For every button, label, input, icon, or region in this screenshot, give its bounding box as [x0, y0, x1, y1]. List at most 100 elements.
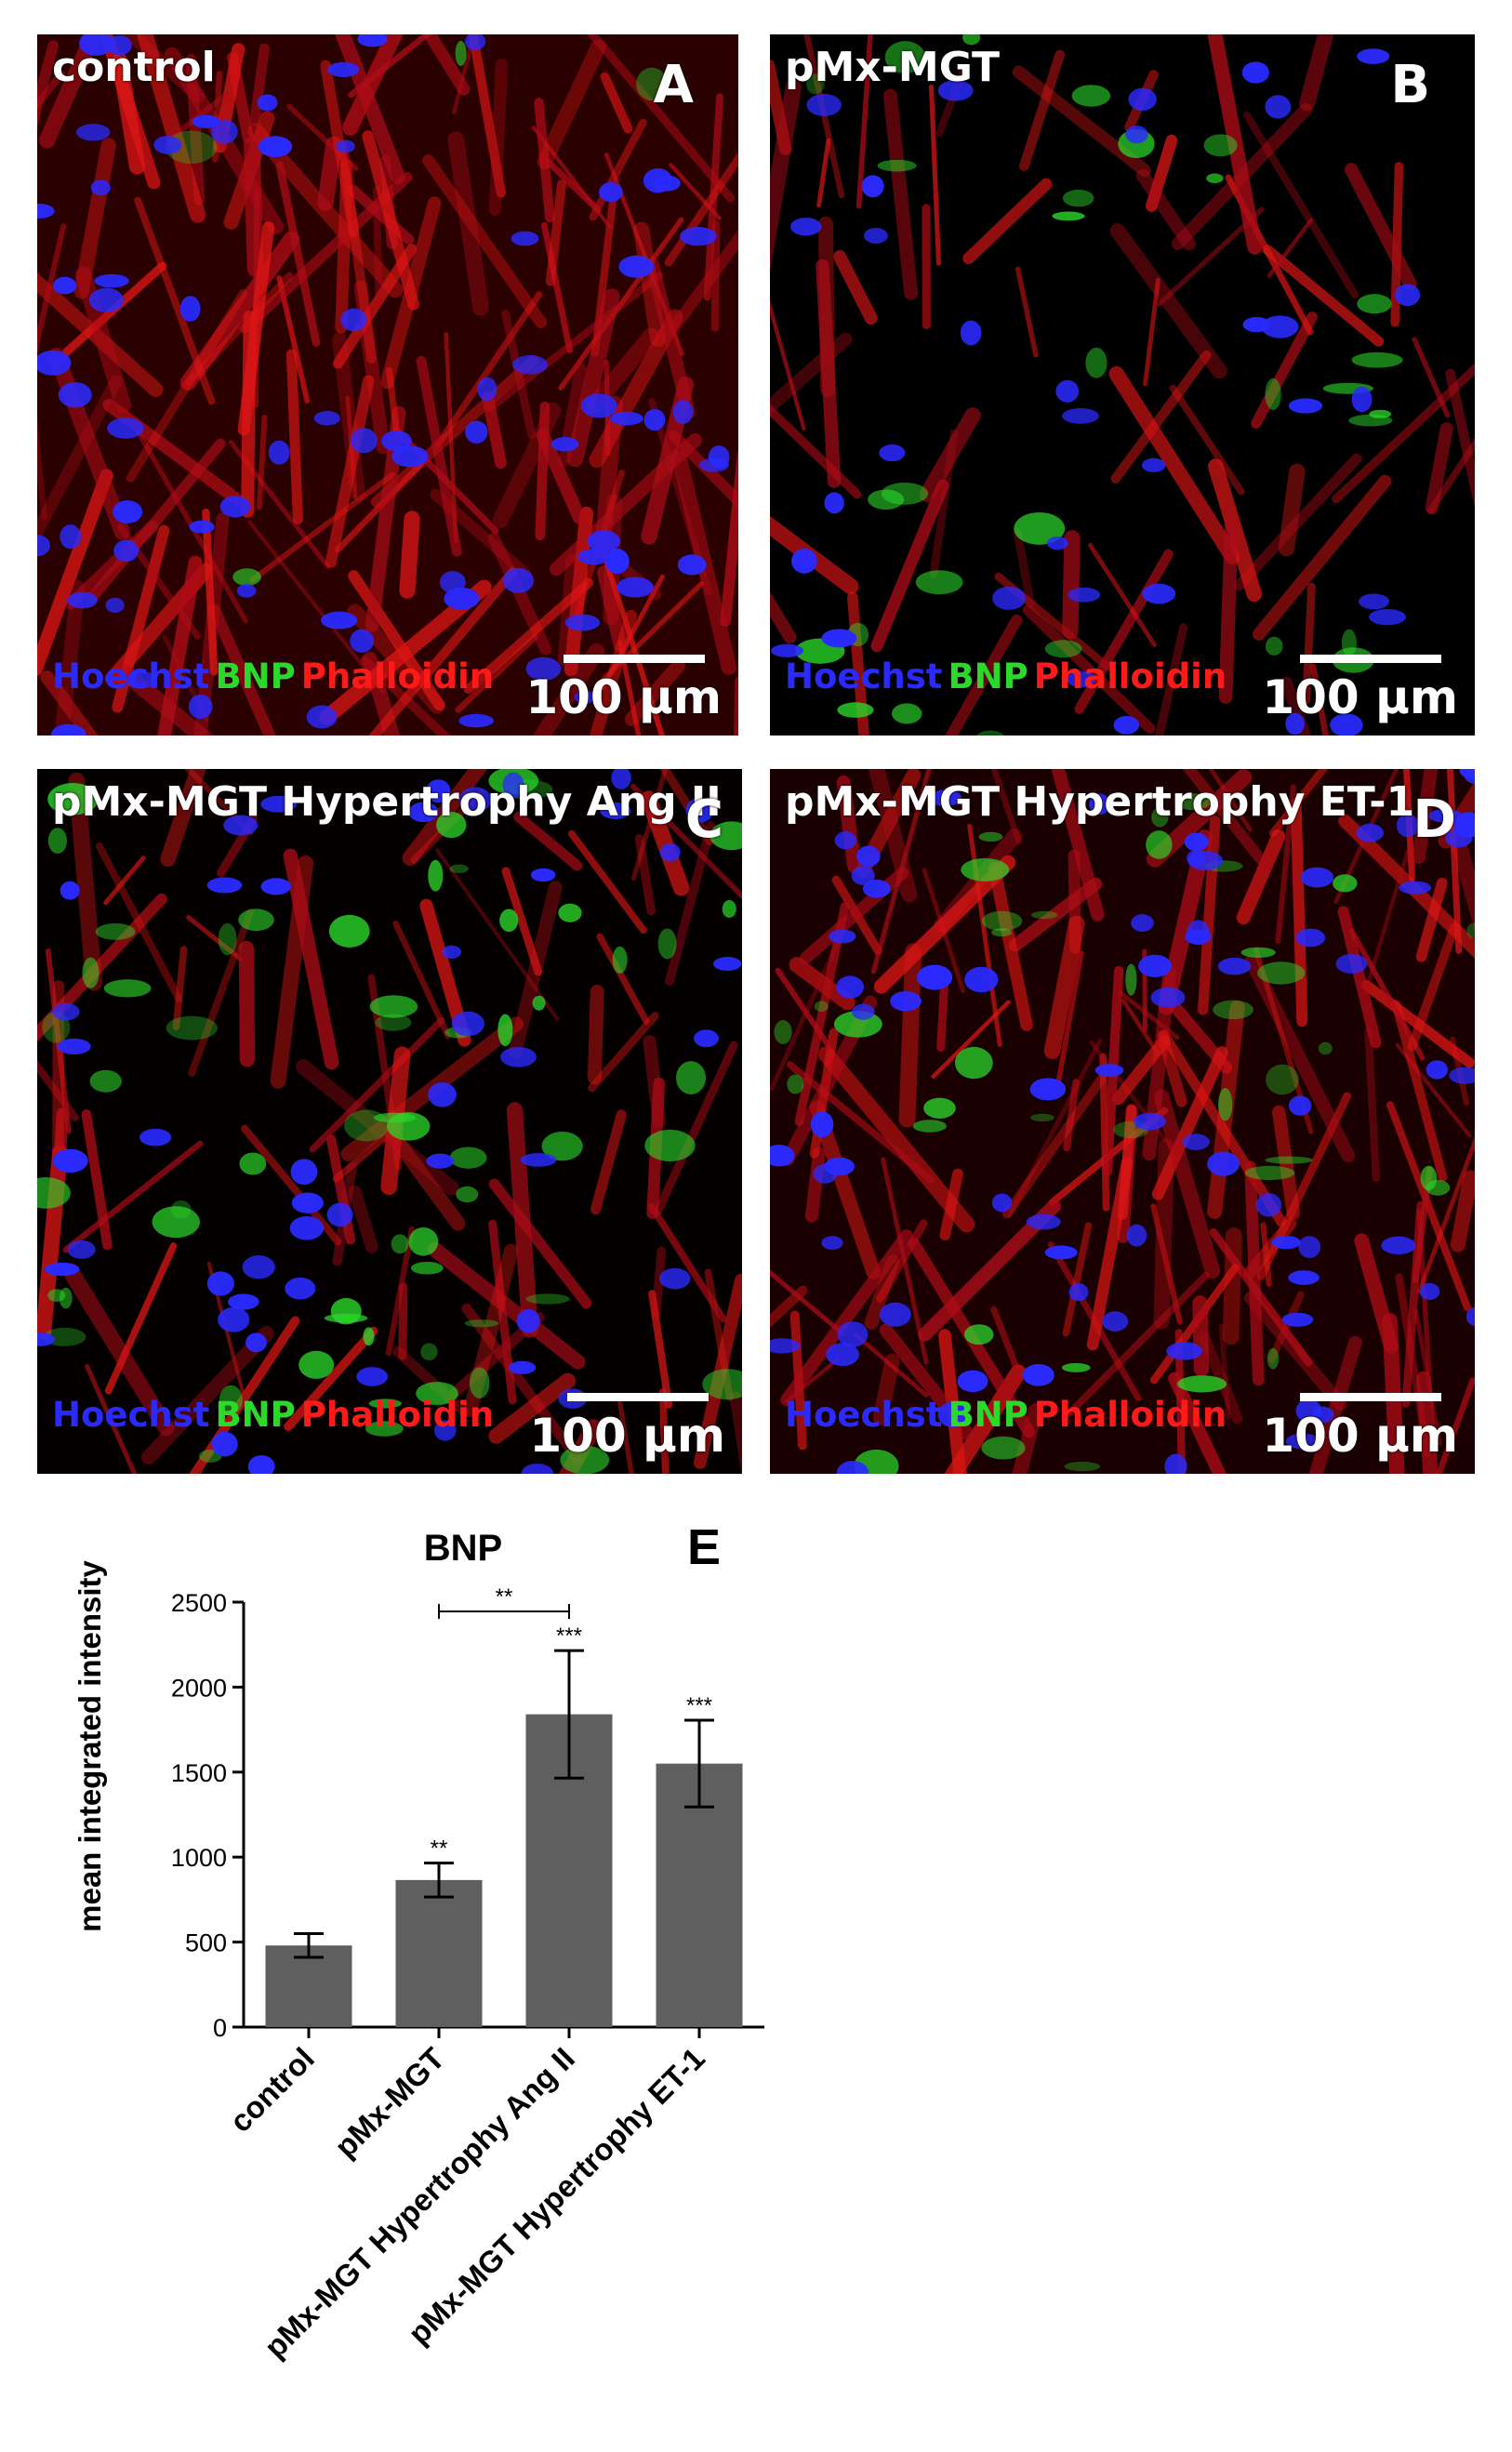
x-tick-label: pMx-MGT — [327, 2041, 450, 2164]
bnp-spot — [166, 1015, 218, 1040]
fiber — [488, 1219, 517, 1405]
bnp-spot — [344, 1109, 389, 1142]
fiber — [368, 567, 518, 736]
nucleus — [1288, 1270, 1320, 1285]
bnp-spot — [884, 41, 926, 73]
fiber — [444, 332, 458, 543]
panel-c: pMx-MGT Hypertrophy Ang II C Hoechst BNP P… — [37, 769, 742, 1474]
y-tick-label: 1500 — [171, 1759, 227, 1787]
bnp-spot — [1213, 1000, 1253, 1020]
bnp-spot — [541, 1131, 583, 1161]
fiber — [1275, 784, 1296, 944]
nucleus — [550, 437, 579, 452]
fiber — [590, 1109, 627, 1215]
fiber — [62, 1263, 175, 1437]
fiber — [1391, 1000, 1448, 1182]
fiber — [1425, 422, 1453, 515]
nucleus — [879, 1302, 911, 1327]
fiber — [770, 1269, 846, 1337]
bnp-spot — [497, 1014, 513, 1047]
fiber — [928, 84, 942, 266]
bnp-spot — [1357, 294, 1392, 314]
nucleus — [350, 428, 378, 454]
bnp-spot — [636, 67, 668, 101]
nucleus — [426, 779, 451, 803]
fiber — [1218, 515, 1239, 704]
fiber — [600, 580, 705, 683]
fiber — [385, 1226, 415, 1357]
nucleus — [58, 381, 92, 408]
micrograph-c — [37, 769, 742, 1474]
fiber — [770, 298, 806, 431]
fiber — [1450, 1170, 1475, 1253]
nucleus — [851, 866, 875, 885]
bnp-spot — [387, 1112, 431, 1141]
nucleus — [1141, 457, 1166, 472]
nucleus — [890, 990, 922, 1012]
nucleus — [67, 591, 98, 609]
fiber — [1309, 663, 1330, 736]
bnp-spot — [89, 1069, 122, 1093]
fiber — [370, 355, 539, 508]
y-tick-label: 500 — [185, 1929, 227, 1957]
bnp-spot — [368, 1398, 402, 1409]
nucleus — [1046, 536, 1068, 550]
nucleus — [861, 175, 884, 198]
fiber — [422, 154, 548, 329]
fiber — [558, 217, 684, 391]
fiber — [1015, 266, 1039, 358]
fiber — [1344, 163, 1417, 291]
fiber — [1063, 1079, 1081, 1152]
nucleus — [192, 114, 220, 128]
stain-hoechst: Hoechst — [52, 656, 210, 696]
nucleus — [60, 524, 82, 550]
fiber — [1417, 1135, 1475, 1293]
nucleus — [810, 1111, 834, 1138]
bnp-spot — [1217, 1087, 1233, 1121]
bnp-spot — [978, 831, 1003, 842]
panel-d-scale-label: 100 µm — [1262, 1409, 1458, 1463]
nucleus — [1396, 814, 1419, 838]
nucleus — [1399, 881, 1432, 895]
nucleus — [1062, 407, 1099, 424]
nucleus — [957, 1370, 988, 1393]
nucleus — [219, 496, 251, 518]
y-tick-label: 0 — [213, 2014, 227, 2042]
bnp-spot — [1125, 963, 1137, 996]
nucleus — [1026, 1213, 1061, 1230]
bnp-spot — [1206, 173, 1224, 184]
bnp-spot — [1369, 409, 1392, 418]
nucleus — [679, 227, 717, 246]
nucleus — [218, 1306, 250, 1332]
bnp-spot — [961, 857, 1010, 881]
nucleus — [836, 1461, 869, 1474]
fiber — [668, 229, 738, 334]
bnp-spot — [877, 159, 917, 172]
fiber — [1354, 1233, 1399, 1354]
fiber — [54, 580, 86, 736]
fiber — [789, 957, 855, 1011]
panel-b-stain-legend: Hoechst BNP Phalloidin — [785, 656, 1232, 696]
fiber — [855, 34, 873, 209]
stain-bnp: BNP — [215, 1395, 296, 1435]
fiber — [422, 34, 471, 96]
fiber — [532, 643, 605, 736]
y-axis: 0 500 1000 1500 2000 2500 — [171, 1589, 245, 2042]
nucleus — [52, 1148, 88, 1173]
fiber — [387, 1130, 466, 1231]
fiber — [348, 570, 445, 711]
fiber — [535, 401, 550, 541]
panel-c-stain-legend: Hoechst BNP Phalloidin — [52, 1395, 499, 1435]
fiber — [1207, 34, 1263, 255]
fiber — [1088, 542, 1157, 647]
nucleus — [391, 445, 429, 468]
fiber — [1244, 954, 1355, 1162]
bnp-spot — [923, 1097, 956, 1119]
fiber — [461, 1303, 584, 1465]
fiber — [40, 669, 99, 736]
fiber — [189, 1316, 300, 1474]
bnp-spot — [981, 1436, 1026, 1460]
fiber — [1118, 989, 1180, 1040]
nucleus — [1187, 850, 1206, 867]
nucleus — [153, 136, 182, 154]
